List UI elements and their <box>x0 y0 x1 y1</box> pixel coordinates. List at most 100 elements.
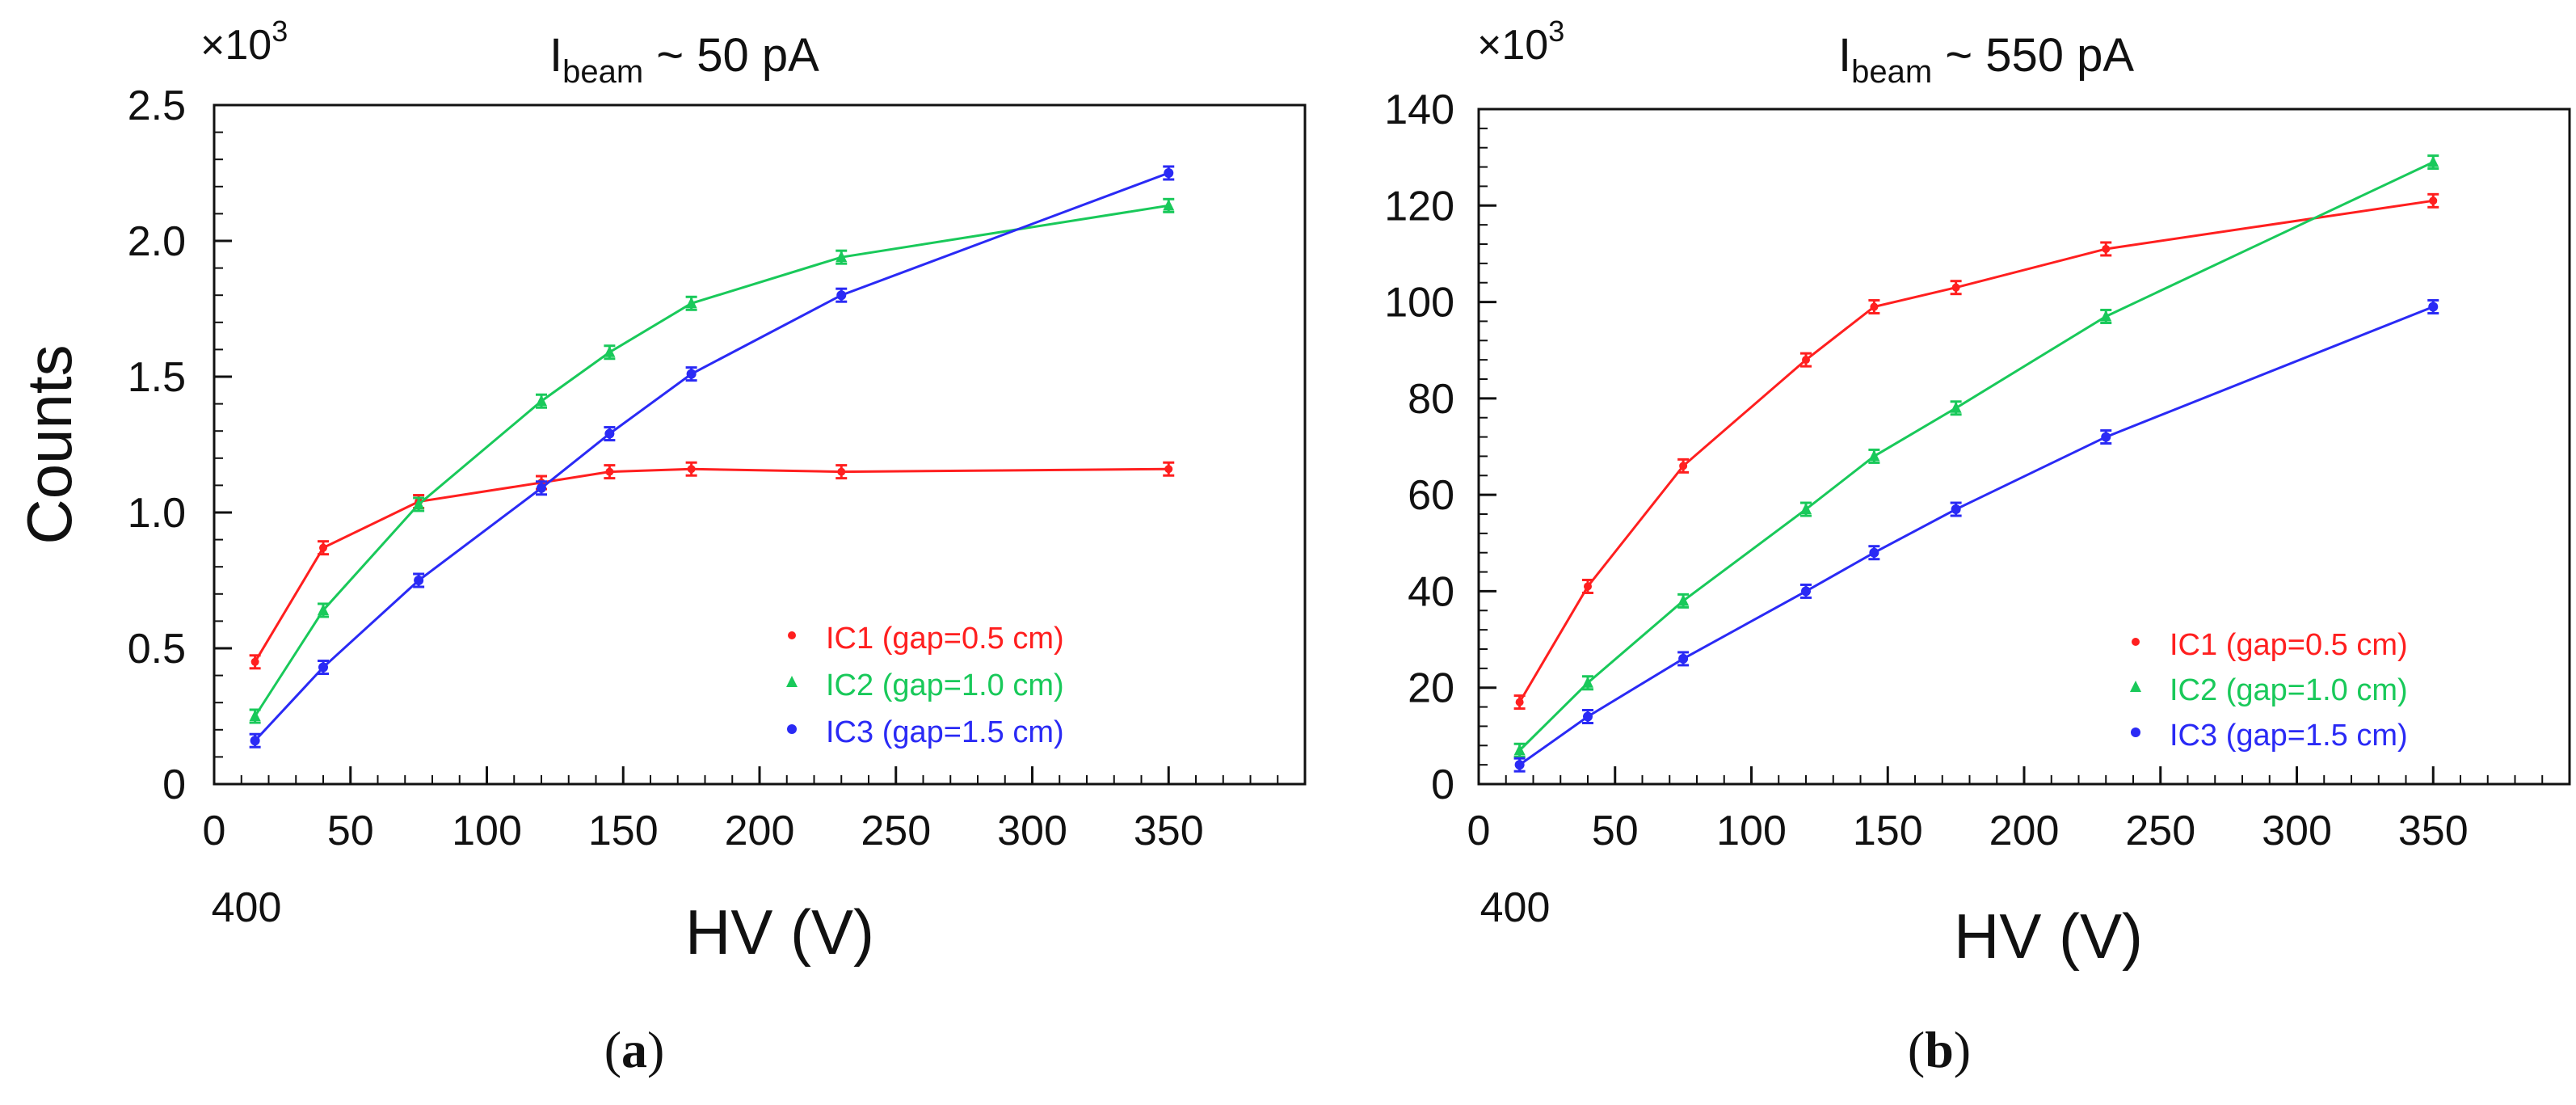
y-tick-label: 60 <box>1408 472 1454 519</box>
data-point <box>687 465 696 474</box>
data-point <box>249 710 261 721</box>
data-point <box>1800 503 1812 515</box>
data-point <box>1951 283 1960 292</box>
series-line <box>254 204 1169 717</box>
panel-caption-close: ) <box>1954 1021 1971 1078</box>
data-point <box>836 290 847 301</box>
series-1 <box>1513 192 2439 711</box>
legend-label: IC3 (gap=1.5 cm) <box>826 715 1064 749</box>
series-line <box>1518 306 2434 766</box>
data-point <box>319 543 327 552</box>
x-tick-label: 200 <box>725 808 795 854</box>
y-tick-label: 100 <box>1384 280 1454 327</box>
panel-caption-close: ) <box>647 1021 664 1078</box>
data-point <box>836 251 848 263</box>
legend-label: IC1 (gap=0.5 cm) <box>826 622 1064 656</box>
legend-label: IC3 (gap=1.5 cm) <box>2170 719 2408 753</box>
data-point <box>1163 199 1175 211</box>
data-point <box>536 394 547 407</box>
legend-marker <box>2130 681 2141 692</box>
panel-caption: (a) <box>604 1021 665 1078</box>
y-axis-label: Counts <box>14 344 85 544</box>
data-point <box>2428 302 2439 312</box>
y-tick-label: 20 <box>1408 665 1454 712</box>
panel-caption-open: ( <box>1908 1021 1925 1078</box>
legend-marker <box>2132 638 2140 646</box>
data-point <box>2427 155 2439 167</box>
data-point <box>1870 302 1879 311</box>
data-point <box>2101 432 2111 442</box>
y-tick-label: 1.0 <box>128 490 186 537</box>
data-point <box>250 657 259 666</box>
panel-caption-letter: a <box>621 1021 647 1078</box>
data-point <box>2429 196 2438 205</box>
data-point <box>604 428 615 439</box>
data-point <box>1677 594 1690 606</box>
y-multiplier-exponent: 3 <box>1548 15 1564 48</box>
legend-marker <box>787 724 797 734</box>
x-axis-label: HV (V) <box>1954 900 2143 972</box>
x-tick-label: 300 <box>997 808 1067 854</box>
chart-panel-b: 0 20 40 60 80 100 120 140 0 50 100 150 200 250 300 350 4… <box>1384 15 2571 1078</box>
data-point <box>1515 698 1524 706</box>
y-multiplier-exponent: 3 <box>271 15 288 48</box>
data-point <box>250 736 260 746</box>
y-tick-label: 0 <box>1431 761 1454 808</box>
plot-frame <box>213 103 1307 786</box>
data-point <box>1801 586 1811 597</box>
title-subscript: beam <box>562 54 643 90</box>
data-point <box>1513 744 1526 756</box>
data-point <box>1584 582 1592 591</box>
y-tick-label: 2.5 <box>128 82 186 129</box>
data-point <box>413 497 425 509</box>
x-tick-label: 250 <box>2125 808 2195 854</box>
chart-title: Ibeam ~ 50 pA <box>549 29 819 90</box>
data-point <box>2102 244 2111 253</box>
y-tick-label: 0.5 <box>128 626 186 673</box>
title-main: I <box>549 29 562 82</box>
data-point <box>837 467 846 476</box>
y-tick-label: 1.5 <box>128 354 186 401</box>
data-point <box>605 467 614 476</box>
data-point <box>318 603 329 615</box>
data-point <box>1868 449 1880 462</box>
data-point <box>1514 760 1525 770</box>
data-point <box>2100 310 2112 322</box>
data-point <box>1582 676 1593 688</box>
x-axis-label: HV (V) <box>685 896 874 968</box>
legend-label: IC2 (gap=1.0 cm) <box>2170 673 2408 707</box>
panel-caption: (b) <box>1908 1021 1971 1078</box>
data-point <box>1164 465 1173 474</box>
y-tick-label: 140 <box>1384 86 1454 133</box>
data-point <box>1802 356 1810 365</box>
series-line <box>254 467 1169 663</box>
title-subscript: beam <box>1851 54 1932 90</box>
title-rest: ~ 550 pA <box>1932 29 2134 82</box>
x-tick-label: 50 <box>327 808 374 854</box>
data-point <box>414 576 424 585</box>
panel-caption-open: ( <box>604 1021 621 1078</box>
data-point <box>1869 547 1879 558</box>
y-tick-label: 40 <box>1408 568 1454 615</box>
data-point <box>1583 711 1593 722</box>
x-tick-label: 0 <box>203 808 226 854</box>
data-point <box>604 345 616 357</box>
chart-title: Ibeam ~ 550 pA <box>1838 29 2134 90</box>
y-tick-label: 80 <box>1408 376 1454 423</box>
data-point <box>1164 168 1174 178</box>
data-point <box>1950 401 1962 413</box>
x-tick-label: 100 <box>452 808 522 854</box>
series-line <box>1518 199 2434 703</box>
x-tick-label: 300 <box>2262 808 2332 854</box>
x-tick-label: 150 <box>1853 808 1923 854</box>
legend-label: IC1 (gap=0.5 cm) <box>2170 628 2408 662</box>
x-tick-label: 400 <box>212 884 282 931</box>
y-multiplier-base: ×10 <box>200 22 271 69</box>
data-point <box>1678 653 1689 664</box>
legend-marker <box>2131 728 2140 737</box>
data-point <box>1951 504 1961 515</box>
y-multiplier-base: ×10 <box>1477 22 1548 69</box>
x-tick-label: 150 <box>588 808 659 854</box>
title-rest: ~ 50 pA <box>643 29 819 82</box>
